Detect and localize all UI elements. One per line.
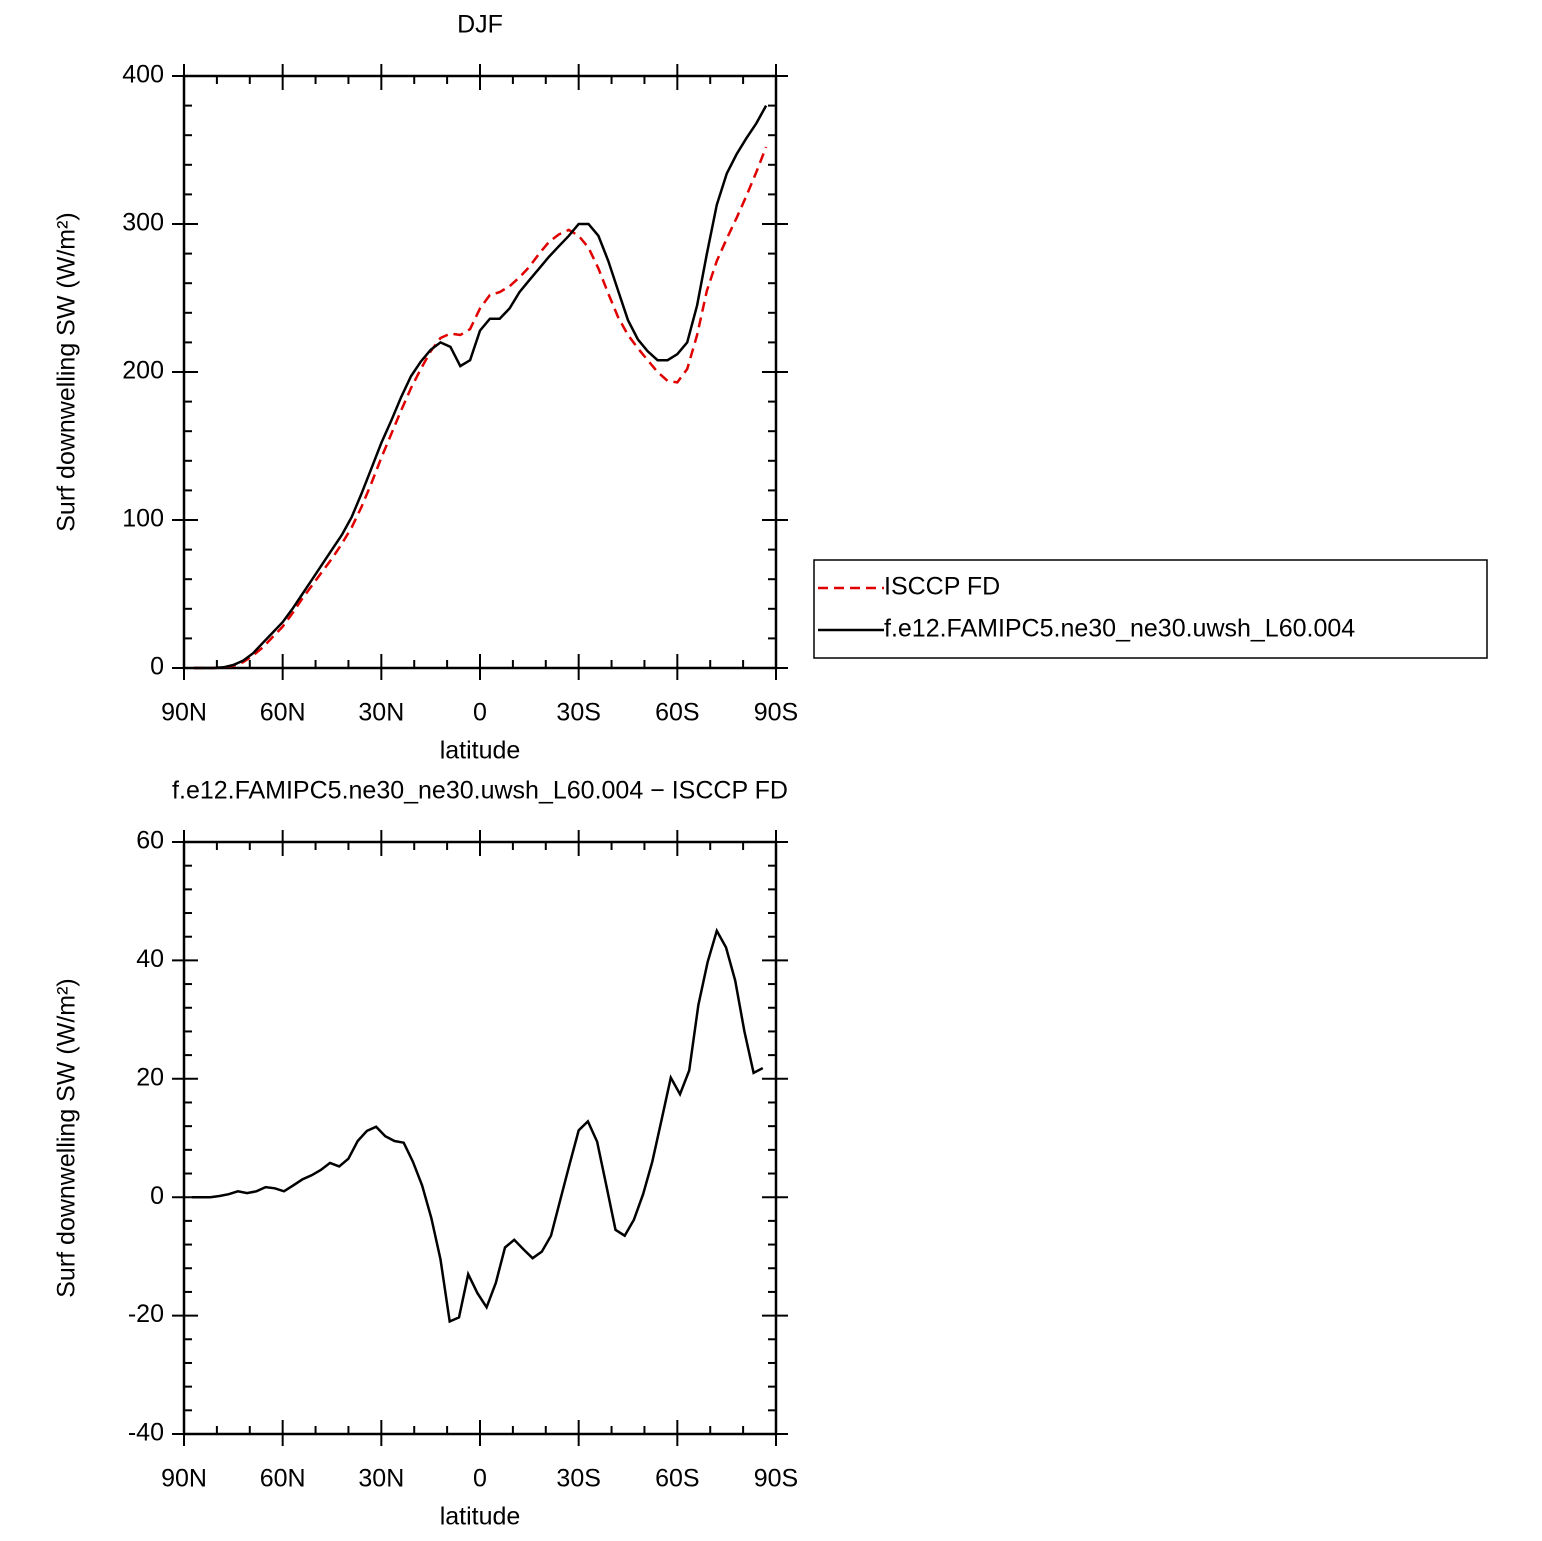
- x-tick-label: 60N: [260, 699, 306, 727]
- chart-title: f.e12.FAMIPC5.ne30_ne30.uwsh_L60.004 − I…: [172, 777, 788, 805]
- chart-title: DJF: [457, 11, 503, 39]
- y-tick-label: 40: [136, 945, 164, 973]
- y-tick-label: 20: [136, 1063, 164, 1091]
- y-tick-label: 200: [122, 357, 164, 385]
- data-line: [191, 927, 764, 1324]
- y-tick-label: 0: [150, 1182, 164, 1210]
- y-axis-label: Surf downwelling SW (W/m²): [53, 978, 81, 1298]
- x-tick-label: 90S: [754, 1465, 798, 1493]
- y-tick-label: 300: [122, 209, 164, 237]
- plot-frame: [182, 74, 778, 670]
- y-tick-label: -20: [128, 1300, 164, 1328]
- y-tick-label: 60: [136, 827, 164, 855]
- x-tick-label: 60S: [655, 1465, 699, 1493]
- x-tick-label: 60S: [655, 699, 699, 727]
- x-tick-label: 30S: [556, 1465, 600, 1493]
- y-tick-label: -40: [128, 1419, 164, 1447]
- y-axis-label: Surf downwelling SW (W/m²): [53, 212, 81, 532]
- x-axis-label: latitude: [440, 737, 521, 765]
- x-tick-label: 0: [473, 1465, 487, 1493]
- x-tick-label: 30S: [556, 699, 600, 727]
- y-tick-label: 100: [122, 505, 164, 533]
- plot-frame: [182, 840, 778, 1436]
- x-axis-label: latitude: [440, 1503, 521, 1531]
- x-tick-label: 30N: [358, 699, 404, 727]
- x-tick-label: 90N: [161, 699, 207, 727]
- legend-label: ISCCP FD: [884, 573, 1000, 601]
- x-tick-label: 0: [473, 699, 487, 727]
- legend-box: [813, 559, 1488, 659]
- data-line: [193, 146, 768, 670]
- y-tick-label: 0: [150, 653, 164, 681]
- legend-label: f.e12.FAMIPC5.ne30_ne30.uwsh_L60.004: [884, 615, 1355, 643]
- x-tick-label: 90S: [754, 699, 798, 727]
- data-line: [193, 104, 768, 670]
- x-tick-label: 30N: [358, 1465, 404, 1493]
- x-tick-label: 90N: [161, 1465, 207, 1493]
- x-tick-label: 60N: [260, 1465, 306, 1493]
- y-tick-label: 400: [122, 61, 164, 89]
